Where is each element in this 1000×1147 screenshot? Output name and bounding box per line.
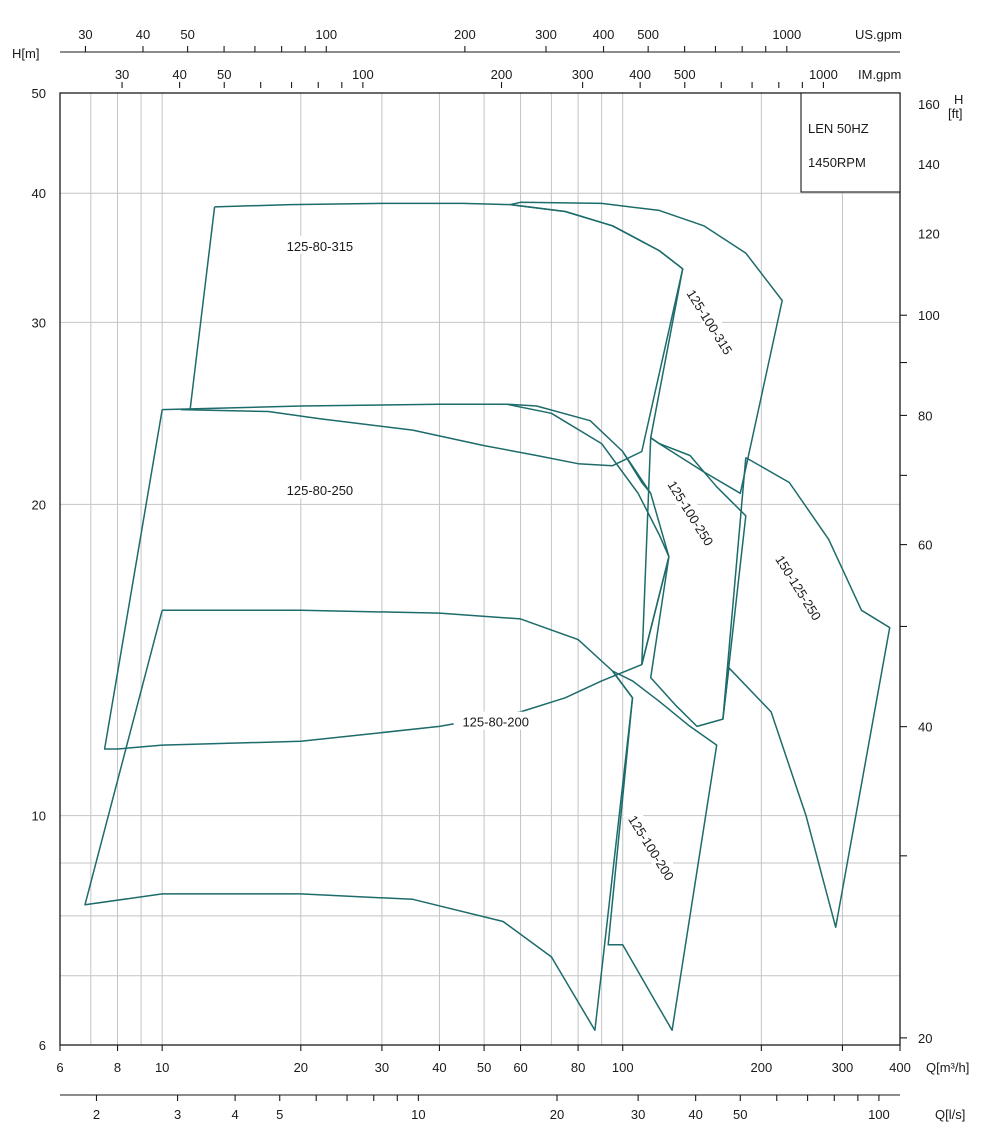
usgpm-tick-label: 1000 [772,27,801,42]
ft-tick-label: 120 [918,226,940,241]
ls-tick-label: 3 [174,1107,181,1122]
ft-tick-label: 100 [918,308,940,323]
ft-tick-label: 60 [918,538,932,553]
x-tick-label: 10 [155,1060,169,1075]
info-line-2: 1450RPM [808,155,866,170]
usgpm-tick-label: 300 [535,27,557,42]
ls-tick-label: 10 [411,1107,425,1122]
ft-axis-label: H [954,92,963,107]
series-label: 150-125-250 [772,553,824,623]
ls-tick-label: 2 [93,1107,100,1122]
x-tick-label: 200 [751,1060,773,1075]
imgpm-tick-label: 500 [674,67,696,82]
imgpm-axis-label: IM.gpm [858,67,901,82]
imgpm-tick-label: 100 [352,67,374,82]
plot-frame [59,92,901,1046]
x-tick-label: 40 [432,1060,446,1075]
ls-axis-label: Q[l/s] [935,1107,965,1122]
x-tick-label: 50 [477,1060,491,1075]
x-tick-label: 8 [114,1060,121,1075]
y-axis-label: H[m] [12,46,39,61]
y-tick-label: 30 [32,315,46,330]
y-tick-label: 40 [32,186,46,201]
series-label-group: 125-100-200 [622,806,683,888]
series-label-group: 125-100-250 [661,472,722,553]
series-label-group: 125-80-315 [277,235,362,254]
series-label: 125-80-315 [287,239,354,254]
usgpm-tick-label: 500 [637,27,659,42]
series-curve-125-80-250 [103,403,670,750]
x-tick-label: 300 [832,1060,854,1075]
usgpm-tick-label: 200 [454,27,476,42]
x-tick-label: 60 [513,1060,527,1075]
series-label-group: 125-80-250 [277,480,362,499]
series-curve-125-100-200 [607,670,718,1032]
series-label: 125-100-200 [625,813,677,883]
x-axis-label: Q[m³/h] [926,1060,969,1075]
series-label-bg [453,711,538,730]
series-label: 125-80-250 [287,483,354,498]
axes: 6 8 10 20 30 40 50 60 80 100 200 300 400 Q[m³/h] 2 3 4 5 1… [12,27,969,1122]
x-tick-label: 400 [889,1060,911,1075]
series-curve-125-80-315 [180,202,684,467]
series-curve-150-125-250 [722,456,891,928]
imgpm-tick-label: 50 [217,67,231,82]
series-label: 125-80-200 [462,715,529,730]
series-label-bg [277,235,362,254]
series-label-bg [277,480,362,499]
series-label-bg [661,472,722,553]
imgpm-tick-label: 30 [115,67,129,82]
series-curve-125-100-315 [510,201,783,495]
imgpm-tick-label: 300 [572,67,594,82]
ft-tick-label: 140 [918,157,940,172]
ls-tick-label: 5 [276,1107,283,1122]
ft-tick-label: 160 [918,97,940,112]
y-tick-label: 10 [32,809,46,824]
x-tick-label: 80 [571,1060,585,1075]
ls-tick-label: 20 [550,1107,564,1122]
imgpm-tick-label: 400 [629,67,651,82]
ls-tick-label: 100 [868,1107,890,1122]
series-label-group: 125-80-200 [453,711,538,730]
usgpm-tick-label: 100 [315,27,337,42]
x-tick-label: 100 [612,1060,634,1075]
series-curve-125-80-200 [84,609,634,1032]
curves: 125-80-315 125-100-315 125-80-250 125-100-2… [84,201,891,1032]
series-label-bg [769,546,830,628]
y-tick-label: 6 [39,1038,46,1053]
series-label-bg [622,806,683,888]
usgpm-tick-label: 30 [78,27,92,42]
info-line-1: LEN 50HZ [808,121,869,136]
ft-tick-label: 80 [918,408,932,423]
grid [59,92,901,1046]
y-tick-label: 20 [32,497,46,512]
series-label-group: 125-100-315 [680,280,741,362]
ft-tick-label: 20 [918,1031,932,1046]
series-label-bg [680,280,741,362]
x-tick-label: 6 [56,1060,63,1075]
ls-tick-label: 4 [231,1107,238,1122]
ft-tick-label: 40 [918,720,932,735]
series-curve-125-100-250 [506,403,747,728]
series-label-group: 150-125-250 [769,546,830,628]
ft-axis-unit: [ft] [948,106,962,121]
ls-tick-label: 40 [688,1107,702,1122]
x-tick-label: 30 [375,1060,389,1075]
imgpm-tick-label: 40 [172,67,186,82]
ls-tick-label: 30 [631,1107,645,1122]
info-box: LEN 50HZ 1450RPM [800,92,901,193]
ls-tick-label: 50 [733,1107,747,1122]
usgpm-axis-label: US.gpm [855,27,902,42]
usgpm-tick-label: 50 [180,27,194,42]
x-tick-label: 20 [294,1060,308,1075]
usgpm-tick-label: 40 [136,27,150,42]
y-tick-label: 50 [32,86,46,101]
imgpm-tick-label: 1000 [809,67,838,82]
series-label: 125-100-250 [665,478,717,548]
imgpm-tick-label: 200 [491,67,513,82]
usgpm-tick-label: 400 [593,27,615,42]
